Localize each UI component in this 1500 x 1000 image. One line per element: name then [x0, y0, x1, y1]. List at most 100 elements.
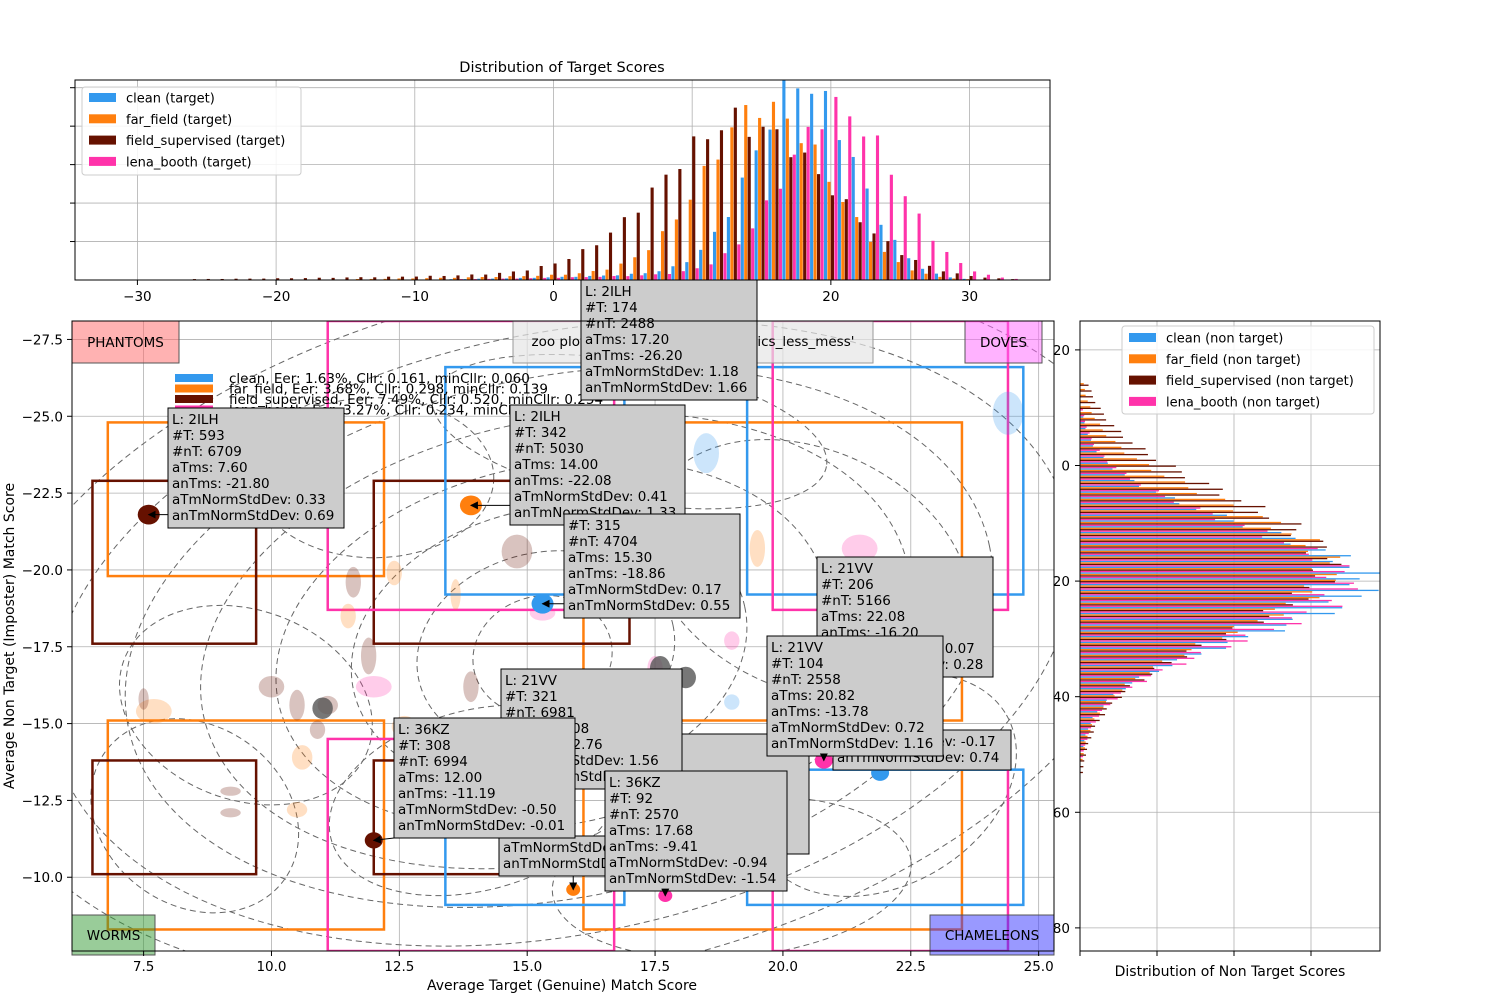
nontarget-bar [1080, 745, 1084, 748]
nontarget-bar [1080, 643, 1196, 645]
nontarget-bar [1080, 646, 1232, 648]
target-bar [869, 241, 873, 280]
nontarget-legend-label: clean (non target) [1166, 332, 1283, 347]
nontarget-bar [1080, 750, 1084, 752]
zoo-xtick-label: 7.5 [133, 959, 154, 975]
nontarget-bar [1080, 550, 1309, 553]
zoo-annotation-line: anTmNormStdDev: 1.66 [585, 380, 747, 396]
target-bar [806, 126, 810, 280]
target-bar [425, 278, 429, 280]
target-bar [414, 276, 418, 280]
target-legend-label: lena_booth (target) [126, 155, 252, 170]
zoo-dark-speaker [312, 697, 333, 719]
nontarget-bar [1080, 731, 1094, 733]
nontarget-ytick-label: 0 [1061, 458, 1070, 474]
target-xtick-label: 0 [549, 289, 558, 305]
nontarget-bar [1080, 456, 1104, 459]
nontarget-bar [1080, 686, 1133, 688]
target-bar [730, 127, 734, 280]
nontarget-bar [1080, 680, 1147, 683]
target-bar [591, 271, 595, 280]
nontarget-bar [1080, 690, 1126, 693]
nontarget-bar [1080, 630, 1285, 632]
target-bar [716, 159, 720, 280]
zoo-annotation-box [563, 513, 741, 619]
target-xtick-label: 20 [822, 289, 839, 305]
nontarget-legend-swatch [1129, 396, 1156, 406]
nontarget-bar [1080, 737, 1092, 739]
target-bar [317, 277, 321, 280]
nontarget-bar [1080, 740, 1085, 742]
zoo-annotation-line: #T: 92 [609, 791, 653, 807]
zoo-annotation-line: #nT: 6709 [172, 444, 242, 460]
nontarget-bar [1080, 711, 1098, 713]
target-bar [387, 276, 391, 280]
nontarget-bar [1080, 633, 1227, 635]
zoo-contour [118, 604, 373, 806]
target-bar [969, 276, 973, 280]
zoo-annotation-box [766, 635, 944, 757]
zoo-annotation-line: anTms: -22.08 [514, 473, 612, 489]
nontarget-bar [1080, 419, 1107, 421]
target-bar [206, 278, 210, 280]
nontarget-bar [1080, 771, 1083, 774]
target-bar [941, 271, 945, 280]
target-bar [816, 174, 821, 280]
target-bar [858, 222, 862, 280]
target-legend-swatch [89, 156, 116, 166]
zoo-contour [90, 718, 300, 914]
nontarget-bar [1080, 416, 1084, 418]
zoo-annotation-line: aTms: 7.60 [172, 460, 248, 476]
zoo-background-speaker [992, 391, 1024, 435]
nontarget-bar [1080, 637, 1223, 639]
nontarget-bar [1080, 604, 1293, 606]
nontarget-bar [1080, 618, 1293, 620]
zoo-plot-ylabel: Average Non Target (Imposter) Match Scor… [2, 483, 18, 789]
zoo-zone-label: CHAMELEONS [945, 928, 1039, 944]
target-legend-swatch [89, 114, 116, 124]
target-bar [504, 278, 509, 280]
zoo-ytick-label: −25.0 [22, 409, 63, 425]
target-bar [879, 224, 883, 280]
nontarget-bar [1080, 559, 1313, 561]
target-bar [709, 264, 713, 280]
nontarget-bar [1080, 516, 1263, 518]
zoo-background-speaker [463, 671, 479, 703]
nontarget-bar [1080, 596, 1320, 599]
nontarget-bar [1080, 612, 1335, 615]
target-legend-entries: clean (target) far_field (target) field_su… [89, 92, 285, 170]
nontarget-bar [1080, 560, 1333, 563]
nontarget-bar [1080, 747, 1085, 749]
zoo-contour [753, 673, 1017, 897]
zoo-annotation-line: aTmNormStdDev: 1.18 [585, 364, 739, 380]
target-bar [896, 262, 900, 280]
target-bar [584, 277, 588, 280]
zoo-background-speaker [135, 699, 172, 724]
nontarget-bar [1080, 520, 1234, 522]
zoo-annotation-box [498, 835, 614, 877]
target-bar [248, 278, 252, 280]
nontarget-bar [1080, 653, 1202, 655]
nontarget-bar [1080, 500, 1242, 502]
nontarget-bar [1080, 677, 1136, 680]
zoo-annotation-line: aTms: 17.20 [585, 332, 669, 348]
target-histogram-title: Distribution of Target Scores [459, 60, 664, 76]
zoo-background-speaker [355, 675, 392, 698]
nontarget-bar [1080, 636, 1249, 638]
nontarget-bar [1080, 494, 1220, 496]
nontarget-bar [1080, 722, 1091, 724]
target-bar [983, 277, 987, 280]
nontarget-bar [1080, 667, 1155, 670]
nontarget-bar [1080, 657, 1195, 659]
nontarget-bar [1080, 453, 1148, 456]
zoo-annotation-line: anTms: -18.86 [568, 566, 666, 582]
target-bar [747, 136, 751, 280]
zoo-plot-annotations: L: 36KZ#T: 88#nT: 2263aTms: 18.38anTms: … [147, 279, 1012, 897]
zoo-contour [124, 366, 994, 908]
target-legend-box [81, 86, 302, 176]
nontarget-bar [1080, 462, 1108, 464]
nontarget-bar [1080, 383, 1084, 385]
nontarget-bar [1080, 660, 1163, 662]
target-bar [640, 275, 644, 280]
zoo-legend-label: clean, Eer: 1.63%, Cllr: 0.161, minCllr:… [229, 371, 530, 387]
